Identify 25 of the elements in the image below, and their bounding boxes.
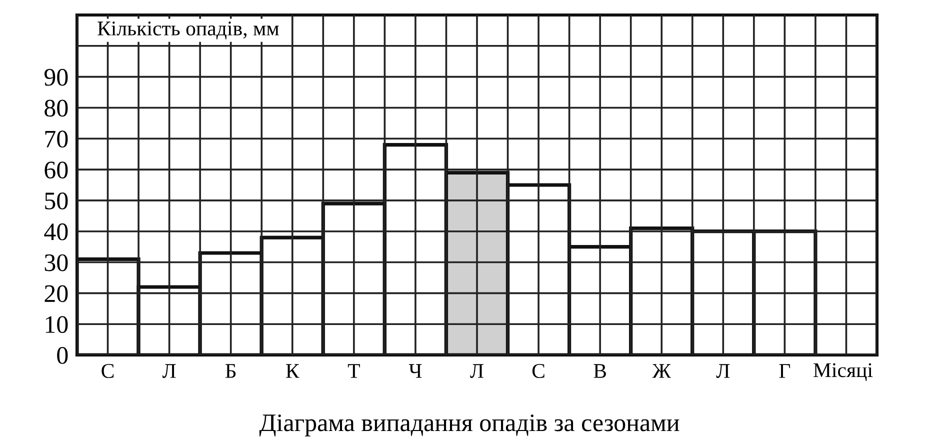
x-tick-label: Ж (652, 364, 671, 378)
x-tick-label: Б (225, 364, 236, 378)
x-tick-label: В (594, 364, 606, 378)
x-tick-label: С (532, 364, 544, 378)
y-tick-label: 30 (44, 254, 68, 272)
y-tick-label: 90 (44, 68, 68, 86)
x-tick-label: Л (716, 364, 730, 378)
text: Діаграма випадання опадів за сезонами (259, 414, 680, 436)
y-tick-label: 0 (57, 347, 68, 364)
x-tick-label: Л (162, 364, 176, 378)
y-tick-label: 80 (44, 100, 68, 117)
x-axis-title: Місяці (814, 363, 873, 382)
x-tick-label: Ч (408, 364, 422, 378)
y-axis-title: Кількість опадів, мм (98, 22, 279, 40)
x-tick-label: Г (779, 364, 790, 378)
y-tick-label: 70 (45, 130, 68, 148)
y-tick-label: 40 (44, 223, 68, 240)
x-tick-label: Л (470, 364, 484, 378)
y-tick-label: 60 (44, 162, 68, 178)
y-tick-label: 10 (46, 316, 68, 334)
y-tick-label: 20 (44, 285, 68, 302)
y-tick-label: 50 (45, 192, 68, 210)
x-tick-label: Т (348, 364, 360, 378)
x-tick-label: К (286, 364, 300, 378)
x-tick-label: С (102, 364, 114, 378)
